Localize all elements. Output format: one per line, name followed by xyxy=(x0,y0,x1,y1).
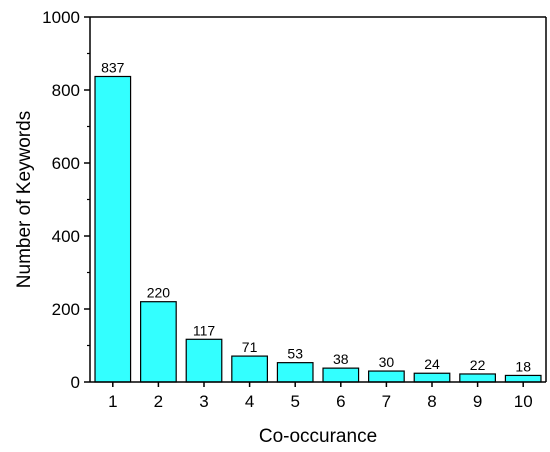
bar-2 xyxy=(140,301,177,383)
data-label-10: 18 xyxy=(515,358,531,374)
x-ticks-group: 1 2 3 4 5 6 7 8 9 10 xyxy=(108,382,533,411)
data-label-9: 22 xyxy=(470,357,486,373)
data-label-2: 220 xyxy=(147,285,171,301)
bar-8 xyxy=(413,372,451,383)
y-tick-label: 400 xyxy=(52,227,80,246)
bar-3 xyxy=(185,338,223,383)
bar-9 xyxy=(459,373,496,383)
data-label-1: 837 xyxy=(101,59,125,75)
bar-5 xyxy=(276,362,314,383)
x-axis-title: Co-occurance xyxy=(259,426,377,447)
x-tick-label-10: 10 xyxy=(514,392,533,411)
x-tick-label-2: 2 xyxy=(154,392,163,411)
y-tick-label: 200 xyxy=(52,300,80,319)
bar-4 xyxy=(231,355,268,383)
bar-10 xyxy=(504,374,542,383)
x-tick-label-8: 8 xyxy=(427,392,436,411)
bar-1 xyxy=(94,75,132,383)
x-tick-label-3: 3 xyxy=(199,392,208,411)
bar-7 xyxy=(368,370,405,383)
data-label-4: 71 xyxy=(242,339,258,355)
bar-6 xyxy=(322,367,360,383)
data-label-3: 117 xyxy=(193,322,216,338)
x-tick-label-5: 5 xyxy=(290,392,299,411)
x-tick-label-4: 4 xyxy=(245,392,254,411)
bars-group xyxy=(94,75,542,383)
y-tick-label: 0 xyxy=(71,373,80,392)
y-tick-label: 800 xyxy=(52,81,80,100)
x-tick-label-1: 1 xyxy=(108,392,117,411)
data-label-7: 30 xyxy=(379,354,395,370)
data-labels-group: 837 220 117 71 53 38 30 24 22 18 xyxy=(101,59,531,374)
y-tick-label: 600 xyxy=(52,154,80,173)
y-ticks-group: 0 200 400 600 800 1000 xyxy=(42,8,90,392)
x-tick-label-9: 9 xyxy=(473,392,482,411)
y-axis-title: Number of Keywords xyxy=(14,111,35,288)
data-label-8: 24 xyxy=(424,356,440,372)
x-tick-label-6: 6 xyxy=(336,392,345,411)
data-label-6: 38 xyxy=(333,351,349,367)
y-tick-label: 1000 xyxy=(42,8,80,27)
data-label-5: 53 xyxy=(287,346,303,362)
x-tick-label-7: 7 xyxy=(382,392,391,411)
